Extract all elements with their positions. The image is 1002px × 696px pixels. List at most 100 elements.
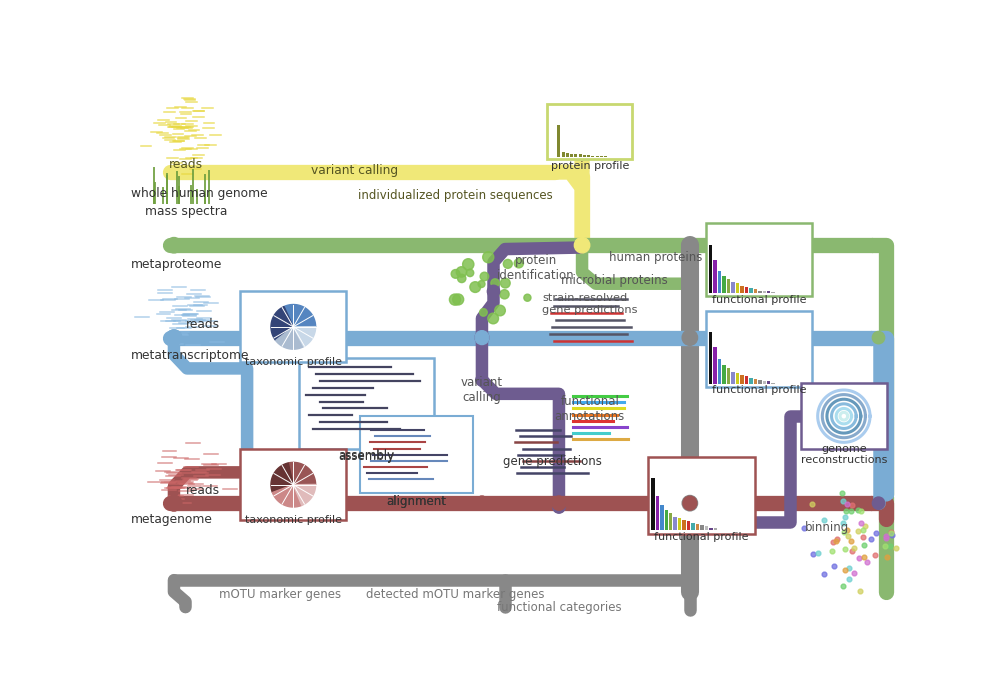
Polygon shape — [294, 326, 316, 347]
Circle shape — [552, 496, 566, 510]
Bar — [708, 245, 712, 293]
Point — [845, 546, 861, 557]
Point — [879, 532, 895, 544]
Bar — [673, 516, 677, 530]
Bar — [726, 367, 730, 383]
Bar — [595, 156, 598, 157]
Text: binning: binning — [806, 521, 850, 534]
Point — [841, 530, 857, 541]
Point — [853, 517, 869, 528]
Bar — [722, 365, 725, 383]
Circle shape — [491, 279, 499, 287]
Circle shape — [453, 294, 464, 305]
Point — [857, 551, 873, 562]
Bar — [740, 375, 743, 383]
Bar — [360, 416, 474, 493]
Point — [828, 536, 844, 547]
Point — [853, 506, 869, 517]
Polygon shape — [284, 305, 316, 327]
Text: assembly: assembly — [339, 450, 395, 462]
Text: functional profile: functional profile — [711, 295, 807, 306]
Point — [839, 498, 855, 509]
Circle shape — [682, 496, 697, 511]
Bar — [754, 379, 758, 383]
Bar — [713, 347, 716, 383]
Point — [837, 544, 853, 555]
Point — [882, 540, 898, 551]
Bar — [749, 288, 753, 293]
Text: reads: reads — [186, 484, 220, 497]
Bar — [709, 528, 712, 530]
Point — [835, 518, 851, 529]
Circle shape — [475, 496, 489, 510]
Circle shape — [873, 331, 885, 344]
Point — [883, 527, 899, 538]
Bar — [547, 104, 632, 159]
Circle shape — [514, 259, 523, 268]
Point — [842, 562, 858, 574]
Circle shape — [451, 269, 460, 278]
Circle shape — [166, 237, 181, 253]
Text: human proteins: human proteins — [609, 251, 702, 264]
Text: alignment: alignment — [387, 496, 447, 509]
Bar — [717, 271, 721, 293]
Bar — [713, 260, 716, 293]
Point — [835, 496, 851, 507]
Bar — [744, 377, 748, 383]
Point — [878, 531, 894, 542]
Bar — [801, 383, 887, 449]
Circle shape — [480, 308, 487, 316]
Bar — [648, 457, 755, 534]
Bar — [591, 156, 594, 157]
Bar — [735, 373, 739, 383]
Circle shape — [166, 330, 181, 345]
Bar — [600, 156, 603, 157]
Bar — [695, 524, 699, 530]
Text: protein profile: protein profile — [550, 161, 629, 171]
Text: reads: reads — [186, 318, 220, 331]
Circle shape — [463, 259, 474, 270]
Text: mOTU marker genes: mOTU marker genes — [218, 588, 341, 601]
Point — [844, 499, 860, 510]
Circle shape — [480, 272, 489, 280]
Point — [877, 540, 893, 551]
Bar — [299, 358, 434, 448]
Circle shape — [483, 252, 494, 263]
Text: taxonomic profile: taxonomic profile — [244, 515, 342, 525]
Text: gene predictions: gene predictions — [503, 454, 602, 468]
Bar — [604, 156, 607, 157]
Bar — [744, 287, 748, 293]
Text: mass spectra: mass spectra — [145, 205, 227, 218]
Text: individualized protein sequences: individualized protein sequences — [358, 189, 552, 202]
Bar — [240, 450, 347, 520]
Circle shape — [348, 165, 362, 179]
Point — [838, 505, 854, 516]
Text: metaproteome: metaproteome — [131, 258, 222, 271]
Text: functional profile: functional profile — [654, 532, 748, 541]
Bar — [749, 378, 753, 383]
Point — [826, 537, 842, 548]
Polygon shape — [294, 484, 316, 505]
Point — [839, 524, 855, 535]
Circle shape — [476, 374, 488, 386]
Bar — [682, 521, 686, 530]
Point — [867, 550, 883, 561]
Circle shape — [495, 305, 505, 316]
Bar — [731, 372, 734, 383]
Polygon shape — [271, 463, 294, 493]
Point — [868, 528, 884, 539]
Point — [816, 514, 832, 525]
Bar — [717, 359, 721, 383]
Bar — [759, 290, 762, 293]
Circle shape — [524, 294, 531, 301]
Bar — [735, 283, 739, 293]
Text: detected mOTU marker genes: detected mOTU marker genes — [367, 588, 545, 601]
Point — [829, 533, 845, 544]
Point — [846, 542, 862, 553]
Point — [824, 545, 840, 556]
Polygon shape — [276, 327, 304, 349]
Circle shape — [488, 313, 499, 324]
Circle shape — [470, 282, 481, 292]
Bar — [731, 282, 734, 293]
Text: protein
identification: protein identification — [497, 255, 575, 283]
